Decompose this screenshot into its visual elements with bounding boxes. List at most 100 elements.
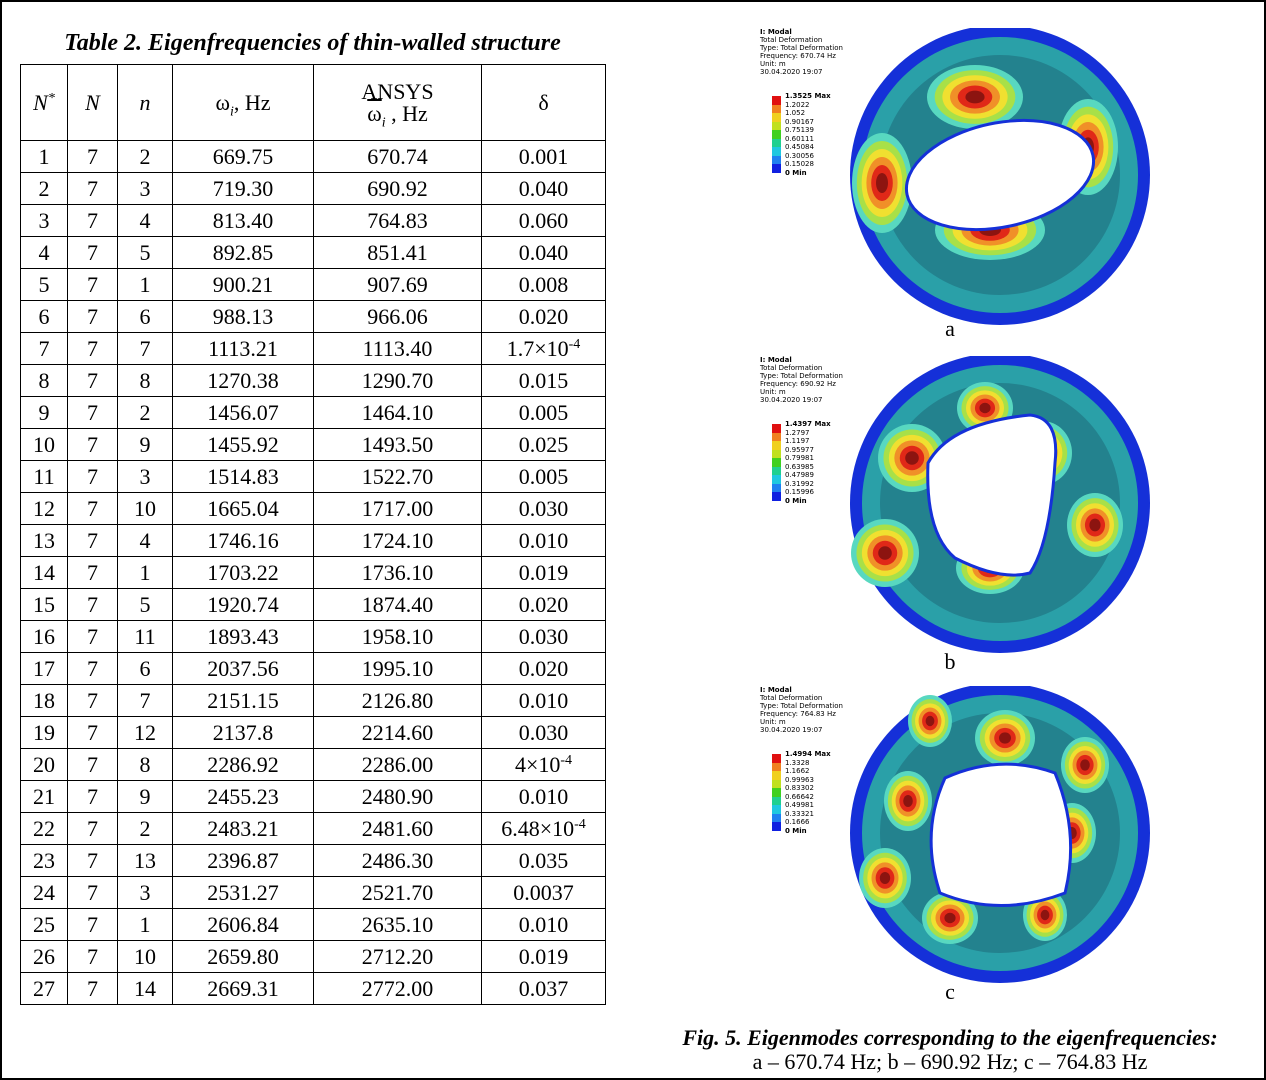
table-cell: 8 <box>118 365 173 397</box>
table-cell: 25 <box>21 909 68 941</box>
table-cell: 20 <box>21 749 68 781</box>
table-cell: 13 <box>118 845 173 877</box>
legend-value: 0.33321 <box>785 810 814 818</box>
table-row: 237132396.872486.300.035 <box>21 845 606 877</box>
table-cell: 3 <box>118 877 173 909</box>
hotspot <box>876 173 888 193</box>
figure-label: c <box>940 979 960 1005</box>
table-cell: 3 <box>21 205 68 237</box>
table-cell: 1.7×10-4 <box>482 333 606 365</box>
legend-value: 0.1666 <box>785 818 810 826</box>
hotspot <box>1041 910 1050 920</box>
table-cell: 2 <box>21 173 68 205</box>
table-cell: 0.035 <box>482 845 606 877</box>
info-line: Total Deformation <box>760 694 843 702</box>
table-row: 374813.40764.830.060 <box>21 205 606 237</box>
table-row: 676988.13966.060.020 <box>21 301 606 333</box>
table-cell: 6.48×10-4 <box>482 813 606 845</box>
table-cell: 0.040 <box>482 237 606 269</box>
legend-value: 0 Min <box>785 497 807 505</box>
header-text: n <box>140 90 151 115</box>
hotspot <box>1080 759 1090 770</box>
table-cell: 0.010 <box>482 685 606 717</box>
caption-text: a – 670.74 Hz; b – 690.92 Hz; c – 764.83… <box>630 1050 1266 1074</box>
table-row: 127101665.041717.000.030 <box>21 493 606 525</box>
table-cell: 4 <box>118 205 173 237</box>
info-line: Total Deformation <box>760 364 843 372</box>
table-row: 571900.21907.690.008 <box>21 269 606 301</box>
table-cell: 0.005 <box>482 397 606 429</box>
table-row: 475892.85851.410.040 <box>21 237 606 269</box>
table-cell: 2455.23 <box>173 781 314 813</box>
table-cell: 0.010 <box>482 525 606 557</box>
table-cell: 1724.10 <box>314 525 482 557</box>
figure-label: b <box>940 649 960 675</box>
info-line: Frequency: 690.92 Hz <box>760 380 843 388</box>
table-cell: 1522.70 <box>314 461 482 493</box>
table-cell: 2606.84 <box>173 909 314 941</box>
cell-sup: -4 <box>574 817 586 832</box>
table-cell: 7 <box>68 429 118 461</box>
table-cell: 7 <box>68 653 118 685</box>
table-cell: 2137.8 <box>173 717 314 749</box>
table-cell: 690.92 <box>314 173 482 205</box>
ring <box>850 356 1150 653</box>
legend-value: 0.15996 <box>785 488 814 496</box>
info-line: 30.04.2020 19:07 <box>760 726 843 734</box>
table-cell: 0.030 <box>482 621 606 653</box>
legend-value: 1.2797 <box>785 429 810 437</box>
hotspot <box>878 546 892 560</box>
figure-info: I: ModalTotal DeformationType: Total Def… <box>760 356 843 404</box>
hotspot <box>903 795 913 807</box>
table-cell: 1717.00 <box>314 493 482 525</box>
legend-value: 0.60111 <box>785 135 814 143</box>
table-cell: 7 <box>68 525 118 557</box>
figure: I: ModalTotal DeformationType: Total Def… <box>740 28 1266 358</box>
legend-swatch <box>772 771 781 780</box>
table-cell: 7 <box>68 621 118 653</box>
legend-swatch <box>772 433 781 442</box>
table-cell: 7 <box>68 301 118 333</box>
info-line: Type: Total Deformation <box>760 702 843 710</box>
legend-swatch <box>772 805 781 814</box>
legend-value: 0.66642 <box>785 793 814 801</box>
figure: I: ModalTotal DeformationType: Total Def… <box>740 356 1266 686</box>
table-cell: 1958.10 <box>314 621 482 653</box>
legend-value: 1.1197 <box>785 437 810 445</box>
table-cell: 966.06 <box>314 301 482 333</box>
table-cell: 2037.56 <box>173 653 314 685</box>
table-cell: 1455.92 <box>173 429 314 461</box>
table-cell: 2 <box>118 397 173 429</box>
hotspot <box>944 913 955 923</box>
figure-info: I: ModalTotal DeformationType: Total Def… <box>760 686 843 734</box>
figure: I: ModalTotal DeformationType: Total Def… <box>740 686 1266 1016</box>
table-cell: 0.005 <box>482 461 606 493</box>
table-cell: 7 <box>118 333 173 365</box>
hotspot <box>926 716 935 726</box>
table-title: Table 2. Eigenfrequencies of thin-walled… <box>20 30 605 57</box>
legend-swatch <box>772 475 781 484</box>
table-cell: 7 <box>68 845 118 877</box>
table-cell: 7 <box>68 269 118 301</box>
legend-value: 0 Min <box>785 827 807 835</box>
legend-value: 1.2022 <box>785 101 810 109</box>
table-cell: 1270.38 <box>173 365 314 397</box>
table-cell: 2286.92 <box>173 749 314 781</box>
header-text: N <box>33 90 48 115</box>
header-after: , Hz <box>386 101 428 126</box>
table-cell: 4×10-4 <box>482 749 606 781</box>
legend-value: 0.31992 <box>785 480 814 488</box>
legend-swatch <box>772 164 781 173</box>
legend-value: 1.3525 Max <box>785 92 831 100</box>
header-text: N <box>85 90 100 115</box>
table-cell: 2486.30 <box>314 845 482 877</box>
legend-value: 0.95977 <box>785 446 814 454</box>
legend-swatch <box>772 763 781 772</box>
table-cell: 7 <box>68 333 118 365</box>
legend-value: 1.1662 <box>785 767 810 775</box>
table-cell: 7 <box>68 717 118 749</box>
